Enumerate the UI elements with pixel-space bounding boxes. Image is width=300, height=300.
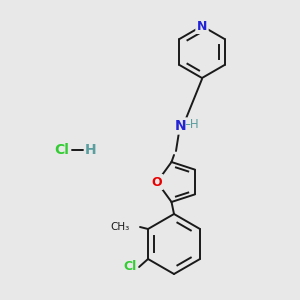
Text: N: N bbox=[197, 20, 207, 32]
Text: O: O bbox=[152, 176, 162, 188]
Text: H: H bbox=[85, 143, 97, 157]
Text: Cl: Cl bbox=[123, 260, 136, 274]
Text: Cl: Cl bbox=[55, 143, 69, 157]
Text: N: N bbox=[175, 119, 187, 133]
Text: CH₃: CH₃ bbox=[111, 222, 130, 232]
Text: –H: –H bbox=[185, 118, 199, 131]
